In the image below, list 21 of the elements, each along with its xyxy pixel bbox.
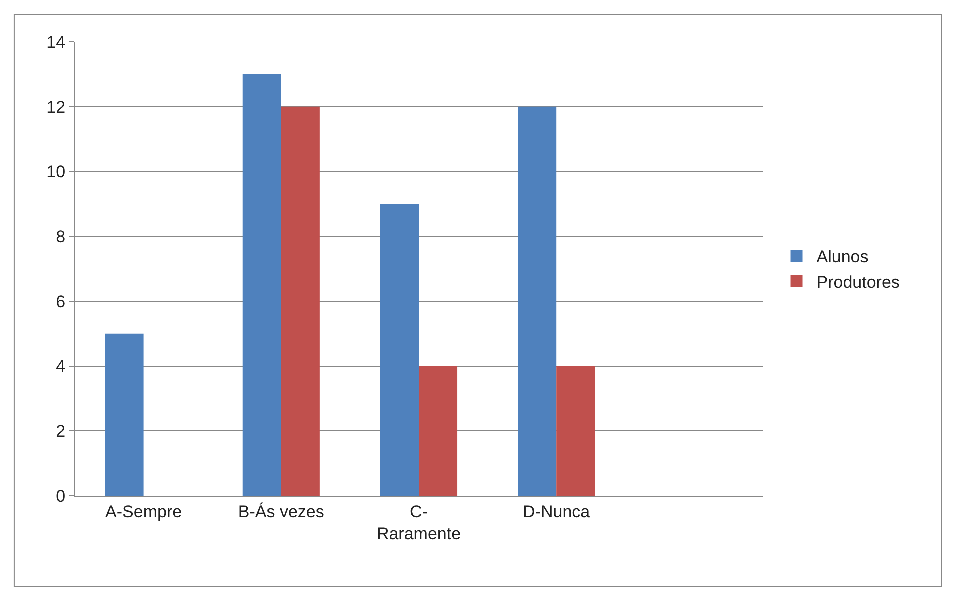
y-tick-label: 14 [46,32,66,52]
bar [556,366,596,496]
bar [281,106,320,496]
y-tick-label: 8 [56,228,66,247]
bar [105,334,144,496]
x-tick-label: D-Nunca [523,502,591,522]
bar [242,74,282,496]
bar [380,204,419,496]
y-tick-label: 6 [56,292,66,312]
x-tick-label: A-Sempre [106,502,182,522]
y-tick-label: 2 [56,422,66,442]
y-tick-label: 10 [46,162,66,182]
y-tick-label: 4 [56,357,66,376]
bar [518,106,557,496]
y-tick-label: 12 [46,98,66,117]
y-tick-label: 0 [56,486,66,506]
legend-label: Alunos [816,248,869,267]
legend-label: Produtores [816,272,900,292]
bar [419,366,458,496]
x-tick-label: B-Ás vezes [238,502,324,522]
x-tick-label: C-Raramente [376,502,462,544]
